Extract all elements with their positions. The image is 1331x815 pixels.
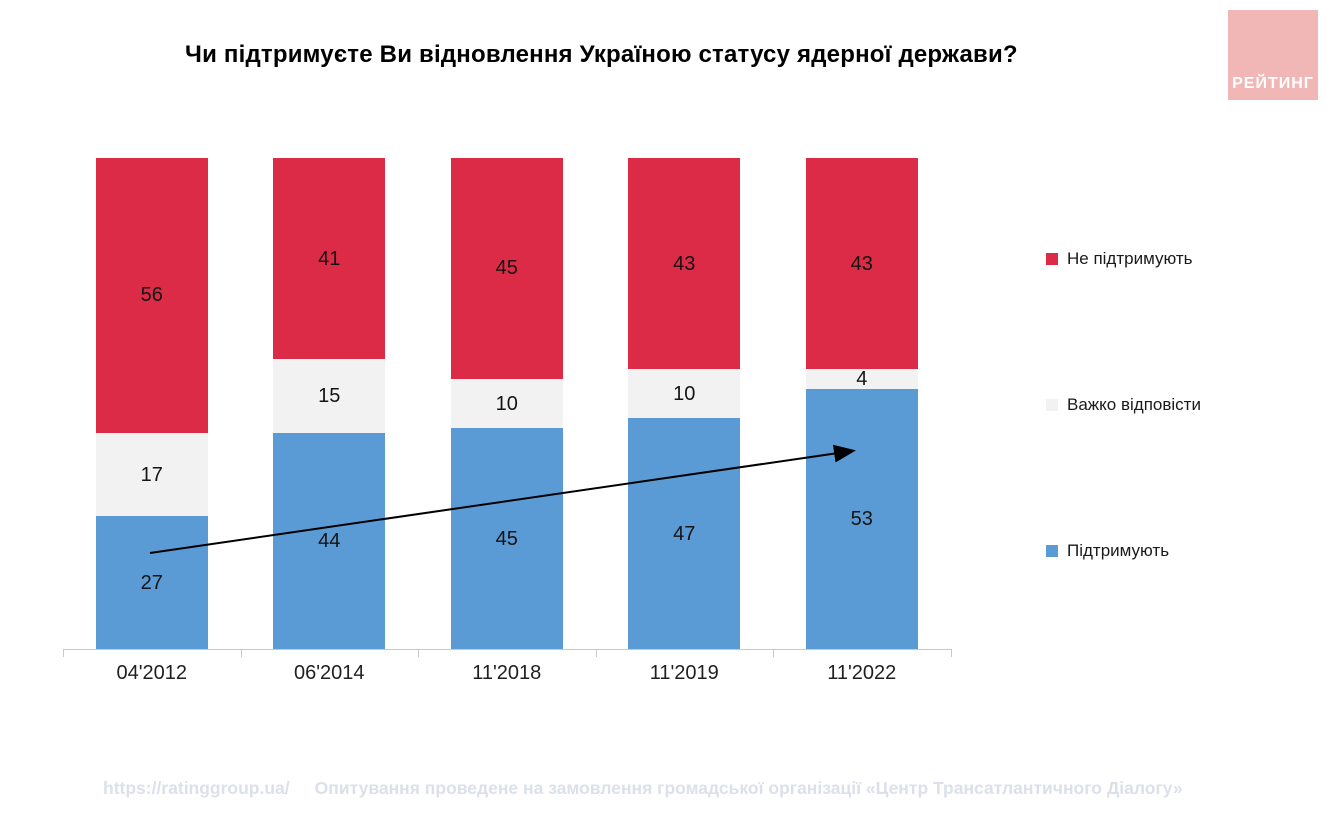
bar-segment-oppose [95,158,208,433]
bar-value-support: 53 [850,507,873,530]
legend-item-undecided: Важко відповісти [1046,395,1201,415]
bar-value-support: 44 [318,529,341,552]
bar-value-undecided: 10 [495,392,518,415]
footer-url: https://ratinggroup.ua/ [103,778,290,798]
legend-swatch-red [1046,253,1058,265]
footer-note: Опитування проведене на замовлення грома… [314,778,1183,798]
bar-value-support: 47 [673,522,696,545]
x-axis-tick [240,649,242,657]
legend-label: Важко відповісти [1067,395,1201,414]
bar-value-oppose: 45 [495,257,518,280]
bar-segment-oppose [450,158,563,379]
x-axis-tick [773,649,774,657]
bar-value-oppose: 43 [850,252,873,275]
bar-segment-oppose [805,158,918,370]
legend-item-oppose: Не підтримують [1046,249,1193,269]
x-axis-label: 04'2012 [116,662,188,684]
logo-text: РЕЙТИНГ [1232,75,1314,92]
x-axis-tick [63,649,64,657]
footer: https://ratinggroup.ua/ Опитування прове… [103,778,1183,799]
x-axis-tick [595,649,597,657]
bar-value-undecided: 17 [140,463,163,486]
bar-value-undecided: 15 [318,385,341,408]
x-axis-label: 11'2019 [649,662,719,684]
x-axis-label: 11'2018 [472,662,542,684]
bar-value-undecided: 4 [856,367,868,390]
x-axis-line [63,649,951,650]
legend-item-support: Підтримують [1046,541,1169,561]
bar-value-oppose: 56 [140,284,163,307]
x-axis-label: 11'2022 [827,662,897,684]
bar-value-oppose: 43 [673,252,696,275]
bar-segment-undecided [273,359,386,433]
legend-swatch-gray [1046,399,1058,411]
bar-value-undecided: 10 [673,382,696,405]
bar-segment-undecided [628,369,741,419]
x-axis-label: 06'2014 [293,662,365,684]
legend-label: Підтримують [1067,541,1170,560]
x-axis-tick [418,649,419,657]
bar-segment-undecided [805,369,918,389]
legend-label: Не підтримують [1067,249,1193,268]
bar-value-oppose: 41 [318,247,341,270]
bar-segment-oppose [628,158,741,370]
bar-value-support: 45 [495,527,518,550]
bar-segment-oppose [273,158,386,360]
x-axis-tick [950,649,952,657]
legend-swatch-blue [1046,545,1058,557]
bar-value-support: 27 [140,571,163,594]
chart-title: Чи підтримуєте Ви відновлення Україною с… [185,41,1018,68]
bar-segment-undecided [450,378,563,429]
rating-group-logo: РЕЙТИНГ [1228,10,1318,100]
